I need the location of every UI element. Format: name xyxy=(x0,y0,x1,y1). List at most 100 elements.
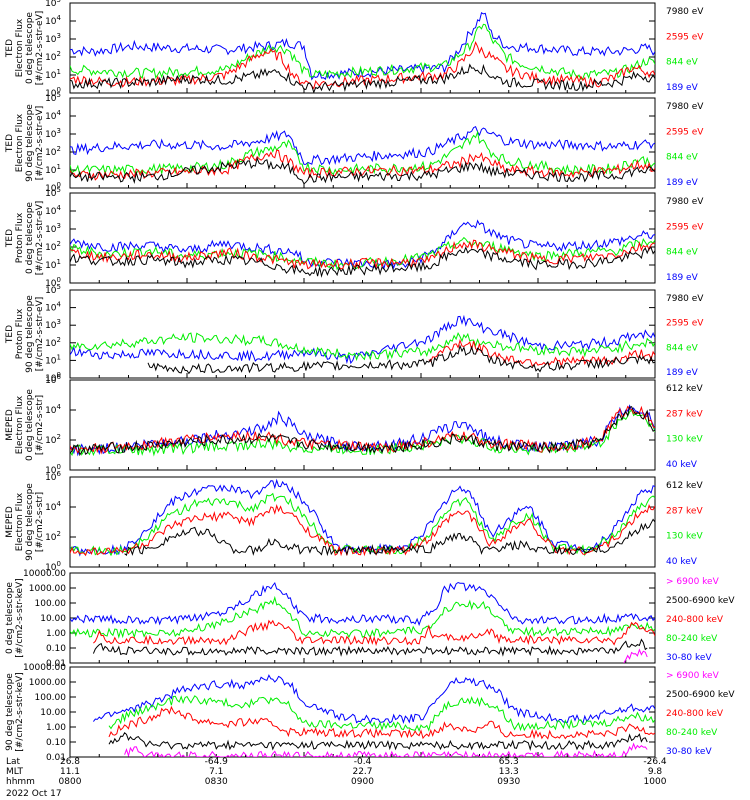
series-line-red xyxy=(93,619,655,646)
footer-lat-value: 65.3 xyxy=(499,757,519,767)
legend-entry: 844 eV xyxy=(666,343,699,353)
y-tick-label: 101 xyxy=(45,68,61,81)
series-line-black xyxy=(108,732,648,751)
footer-row-label: MLT xyxy=(6,767,24,777)
series-line-magenta xyxy=(124,742,648,757)
y-axis-label: MEPED xyxy=(5,506,15,538)
footer-row-label: hhmm xyxy=(6,777,35,787)
y-axis-label: [#/cm2-s-str] xyxy=(35,492,45,552)
footer-lat-value: -0.4 xyxy=(354,757,372,767)
legend-entry: 80-240 keV xyxy=(666,728,718,738)
legend-entry: 612 keV xyxy=(666,384,703,394)
legend-entry: 189 eV xyxy=(666,83,699,93)
y-tick-label: 10000.00 xyxy=(23,663,66,673)
y-tick-label: 1.00 xyxy=(46,629,66,639)
legend-entry: > 6900 keV xyxy=(666,671,720,681)
footer-hhmm-value: 0930 xyxy=(497,777,520,787)
legend-entry: 287 keV xyxy=(666,409,703,419)
y-tick-label: 104 xyxy=(45,14,61,27)
series-line-green xyxy=(70,130,655,176)
y-tick-label: 1000.00 xyxy=(29,584,66,594)
y-axis-label: TED xyxy=(5,39,15,58)
legend-entry: > 6900 keV xyxy=(666,577,720,587)
legend-entry: 844 eV xyxy=(666,153,699,163)
footer-mlt-value: 22.7 xyxy=(352,767,372,777)
y-tick-label: 0.01 xyxy=(46,659,66,669)
series-line-black xyxy=(70,63,655,93)
y-axis-label: Electron Flux xyxy=(15,492,25,551)
series-line-black xyxy=(92,638,648,657)
series-line-black xyxy=(124,518,655,557)
y-tick-label: 1000.00 xyxy=(29,678,66,688)
y-tick-label: 104 xyxy=(45,301,61,314)
y-tick-label: 101 xyxy=(45,163,61,176)
y-axis-label: 90 deg telescope xyxy=(25,483,35,561)
y-tick-label: 104 xyxy=(45,500,61,513)
legend-entry: 844 eV xyxy=(666,248,699,258)
y-axis-label: TED xyxy=(5,134,15,153)
y-axis-label: Electron Flux xyxy=(15,113,25,172)
footer-hhmm-value: 1000 xyxy=(644,777,667,787)
legend-entry: 30-80 keV xyxy=(666,653,712,663)
y-tick-label: 100.00 xyxy=(35,693,67,703)
legend-entry: 2500-6900 keV xyxy=(666,690,735,700)
footer-mlt-value: 13.3 xyxy=(499,767,519,777)
legend-entry: 2595 eV xyxy=(666,32,704,42)
series-line-green xyxy=(108,695,655,733)
legend-entry: 189 eV xyxy=(666,178,699,188)
y-tick-label: 102 xyxy=(45,433,61,446)
legend-entry: 189 eV xyxy=(666,368,699,378)
y-axis-label: Proton Flux xyxy=(15,212,25,263)
series-line-blue xyxy=(70,581,655,627)
y-tick-label: 101 xyxy=(45,258,61,271)
series-line-blue xyxy=(70,314,655,365)
y-tick-label: 102 xyxy=(45,336,61,349)
series-line-green xyxy=(70,331,655,362)
y-axis-label: MEPED xyxy=(5,409,15,441)
y-tick-label: 103 xyxy=(45,127,61,140)
legend-entry: 7980 eV xyxy=(666,197,704,207)
y-tick-label: 101 xyxy=(45,353,61,366)
legend-entry: 844 eV xyxy=(666,58,699,68)
y-tick-label: 103 xyxy=(45,222,61,235)
legend-entry: 2500-6900 keV xyxy=(666,596,735,606)
series-line-blue xyxy=(93,674,655,725)
legend-entry: 2595 eV xyxy=(666,222,704,232)
series-line-blue xyxy=(70,126,655,166)
y-tick-label: 10000.00 xyxy=(23,569,66,579)
y-tick-label: 1.00 xyxy=(46,723,66,733)
y-tick-label: 0.10 xyxy=(46,644,66,654)
series-line-black xyxy=(70,406,655,457)
y-axis-label: [#/cm2-s-str-keV] xyxy=(15,672,25,751)
legend-entry: 30-80 keV xyxy=(666,747,712,757)
legend-entry: 240-800 keV xyxy=(666,709,724,719)
series-line-green xyxy=(70,492,655,557)
series-line-black xyxy=(147,344,655,375)
y-axis-label: 0 deg telescope xyxy=(5,582,15,654)
y-axis-label: Electron Flux xyxy=(15,18,25,77)
series-line-green xyxy=(70,23,655,80)
footer-hhmm-value: 0830 xyxy=(205,777,228,787)
y-axis-label: TED xyxy=(5,229,15,248)
legend-entry: 7980 eV xyxy=(666,294,704,304)
y-tick-label: 105 xyxy=(45,0,61,9)
y-axis-label: [#/cm2-s-str-eV] xyxy=(35,11,45,86)
panel-8: 0.01 0.10 1.00 10.00 100.00 1000.00 10000.00 90… xyxy=(5,663,735,763)
y-tick-label: 102 xyxy=(45,50,61,63)
series-line-green xyxy=(70,236,655,271)
panel-frame xyxy=(69,2,656,94)
y-tick-label: 102 xyxy=(45,240,61,253)
series-line-blue xyxy=(70,478,655,557)
footer-hhmm-value: 0900 xyxy=(351,777,374,787)
legend-entry: 40 keV xyxy=(666,557,698,567)
footer-mlt-value: 7.1 xyxy=(209,767,223,777)
footer-row-label: Lat xyxy=(6,757,21,767)
series-line-black xyxy=(70,156,655,185)
y-tick-label: 102 xyxy=(45,530,61,543)
y-axis-label: Proton Flux xyxy=(15,308,25,359)
